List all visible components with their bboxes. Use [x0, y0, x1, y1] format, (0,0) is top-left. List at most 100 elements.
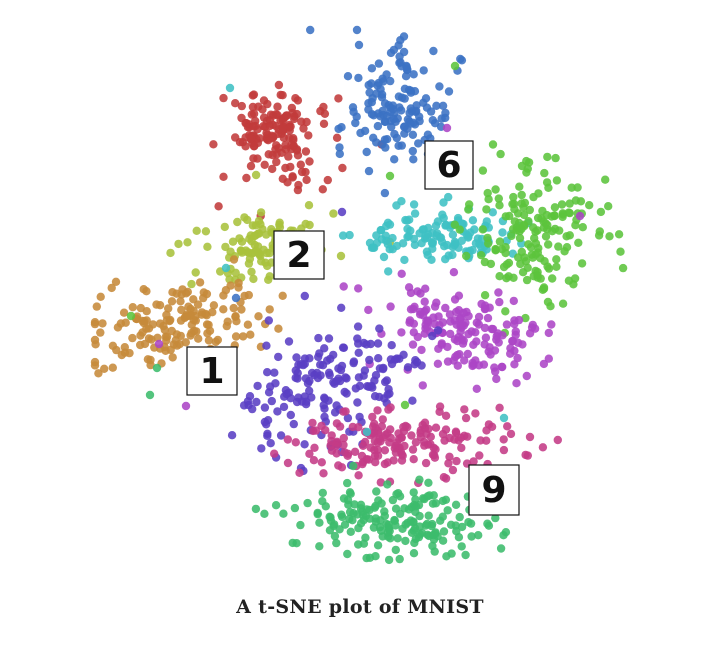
scatter-point-indigo: [320, 412, 329, 421]
scatter-point-magenta: [499, 445, 509, 455]
scatter-point-purple: [522, 371, 531, 381]
scatter-point-indigo: [337, 303, 346, 312]
scatter-point-cyan: [443, 240, 452, 250]
scatter-point-purple: [472, 337, 481, 346]
scatter-point-purple: [508, 336, 517, 346]
scatter-point-magenta: [420, 424, 430, 433]
scatter-point-blue: [368, 94, 377, 103]
scatter-point-indigo: [279, 402, 289, 412]
scatter-point-lime: [237, 248, 247, 257]
scatter-point-purple: [443, 342, 452, 352]
scatter-point-cyan: [377, 226, 386, 235]
scatter-point-red: [276, 90, 285, 100]
scatter-point-cyan: [488, 208, 497, 217]
scatter-point-magenta: [291, 438, 300, 447]
scatter-point-emerald: [424, 531, 434, 541]
scatter-point-green: [518, 268, 528, 277]
scatter-point-green: [531, 227, 540, 236]
scatter-point-purple: [442, 123, 452, 133]
scatter-point-green: [126, 311, 136, 321]
scatter-point-red: [304, 131, 313, 140]
scatter-point-red: [273, 102, 282, 111]
scatter-point-emerald: [318, 497, 327, 506]
scatter-point-emerald: [467, 532, 476, 541]
scatter-point-blue: [367, 64, 377, 73]
scatter-point-emerald: [260, 509, 269, 518]
scatter-point-purple: [483, 313, 493, 323]
scatter-point-purple: [339, 282, 348, 291]
scatter-point-emerald: [429, 491, 438, 500]
scatter-point-brown: [108, 363, 118, 372]
scatter-point-brown: [108, 341, 118, 350]
scatter-point-green: [548, 274, 557, 283]
scatter-point-purple: [417, 345, 426, 355]
scatter-point-green: [522, 156, 531, 166]
scatter-point-magenta: [471, 409, 480, 418]
scatter-point-red: [249, 122, 258, 131]
scatter-point-red: [235, 138, 245, 147]
scatter-point-emerald: [346, 527, 355, 536]
scatter-point-green: [495, 237, 505, 246]
scatter-point-blue: [408, 130, 418, 139]
scatter-point-emerald: [271, 501, 281, 510]
scatter-point-red: [246, 161, 256, 171]
scatter-point-emerald: [438, 536, 448, 545]
scatter-point-brown: [219, 305, 228, 314]
scatter-point-brown: [204, 336, 214, 345]
scatter-point-cyan: [464, 232, 473, 241]
scatter-point-magenta: [441, 411, 451, 420]
scatter-point-indigo: [374, 354, 383, 363]
scatter-point-emerald: [438, 512, 447, 521]
scatter-point-emerald: [442, 552, 451, 561]
scatter-point-green: [501, 243, 510, 252]
scatter-point-blue: [386, 76, 395, 86]
scatter-point-brown: [96, 328, 105, 337]
scatter-point-blue: [399, 32, 409, 41]
scatter-point-red: [231, 99, 240, 108]
scatter-point-blue: [408, 146, 417, 156]
scatter-point-red: [248, 102, 258, 112]
scatter-point-indigo: [305, 376, 314, 386]
scatter-point-green: [501, 212, 510, 221]
scatter-point-purple: [449, 268, 459, 277]
scatter-point-brown: [265, 305, 274, 314]
scatter-point-brown: [177, 305, 186, 315]
scatter-point-magenta: [445, 433, 454, 443]
scatter-point-brown: [120, 348, 130, 357]
scatter-point-indigo: [382, 376, 391, 385]
scatter-point-green: [558, 212, 567, 222]
scatter-point-green: [478, 225, 487, 234]
scatter-point-green: [477, 251, 486, 260]
scatter-point-indigo: [412, 357, 422, 367]
scatter-point-green: [544, 240, 553, 249]
scatter-point-green: [520, 198, 530, 208]
scatter-point-red: [296, 160, 305, 169]
scatter-point-brown: [143, 355, 153, 364]
scatter-point-cyan: [428, 237, 437, 246]
scatter-point-magenta: [283, 435, 292, 444]
scatter-point-red: [301, 147, 311, 156]
scatter-point-red: [274, 80, 284, 90]
scatter-point-magenta: [354, 471, 363, 480]
scatter-point-green: [385, 171, 395, 181]
scatter-point-red: [278, 174, 287, 183]
scatter-point-green: [523, 164, 532, 173]
scatter-point-green: [539, 223, 549, 232]
scatter-point-brown: [202, 289, 212, 299]
scatter-point-brown: [209, 301, 219, 310]
scatter-point-indigo: [433, 326, 443, 335]
scatter-point-lime: [254, 248, 264, 258]
scatter-point-brown: [128, 303, 137, 312]
scatter-point-purple: [494, 338, 503, 347]
scatter-point-purple: [460, 356, 469, 365]
scatter-point-red: [338, 163, 347, 173]
scatter-point-cyan: [448, 230, 458, 239]
scatter-point-magenta: [309, 456, 319, 465]
scatter-point-emerald: [409, 488, 418, 497]
scatter-point-green: [557, 200, 567, 209]
scatter-point-red: [260, 160, 269, 169]
scatter-point-red: [272, 141, 281, 150]
scatter-point-magenta: [339, 440, 348, 450]
scatter-point-magenta: [457, 443, 466, 453]
scatter-point-purple: [446, 329, 455, 339]
